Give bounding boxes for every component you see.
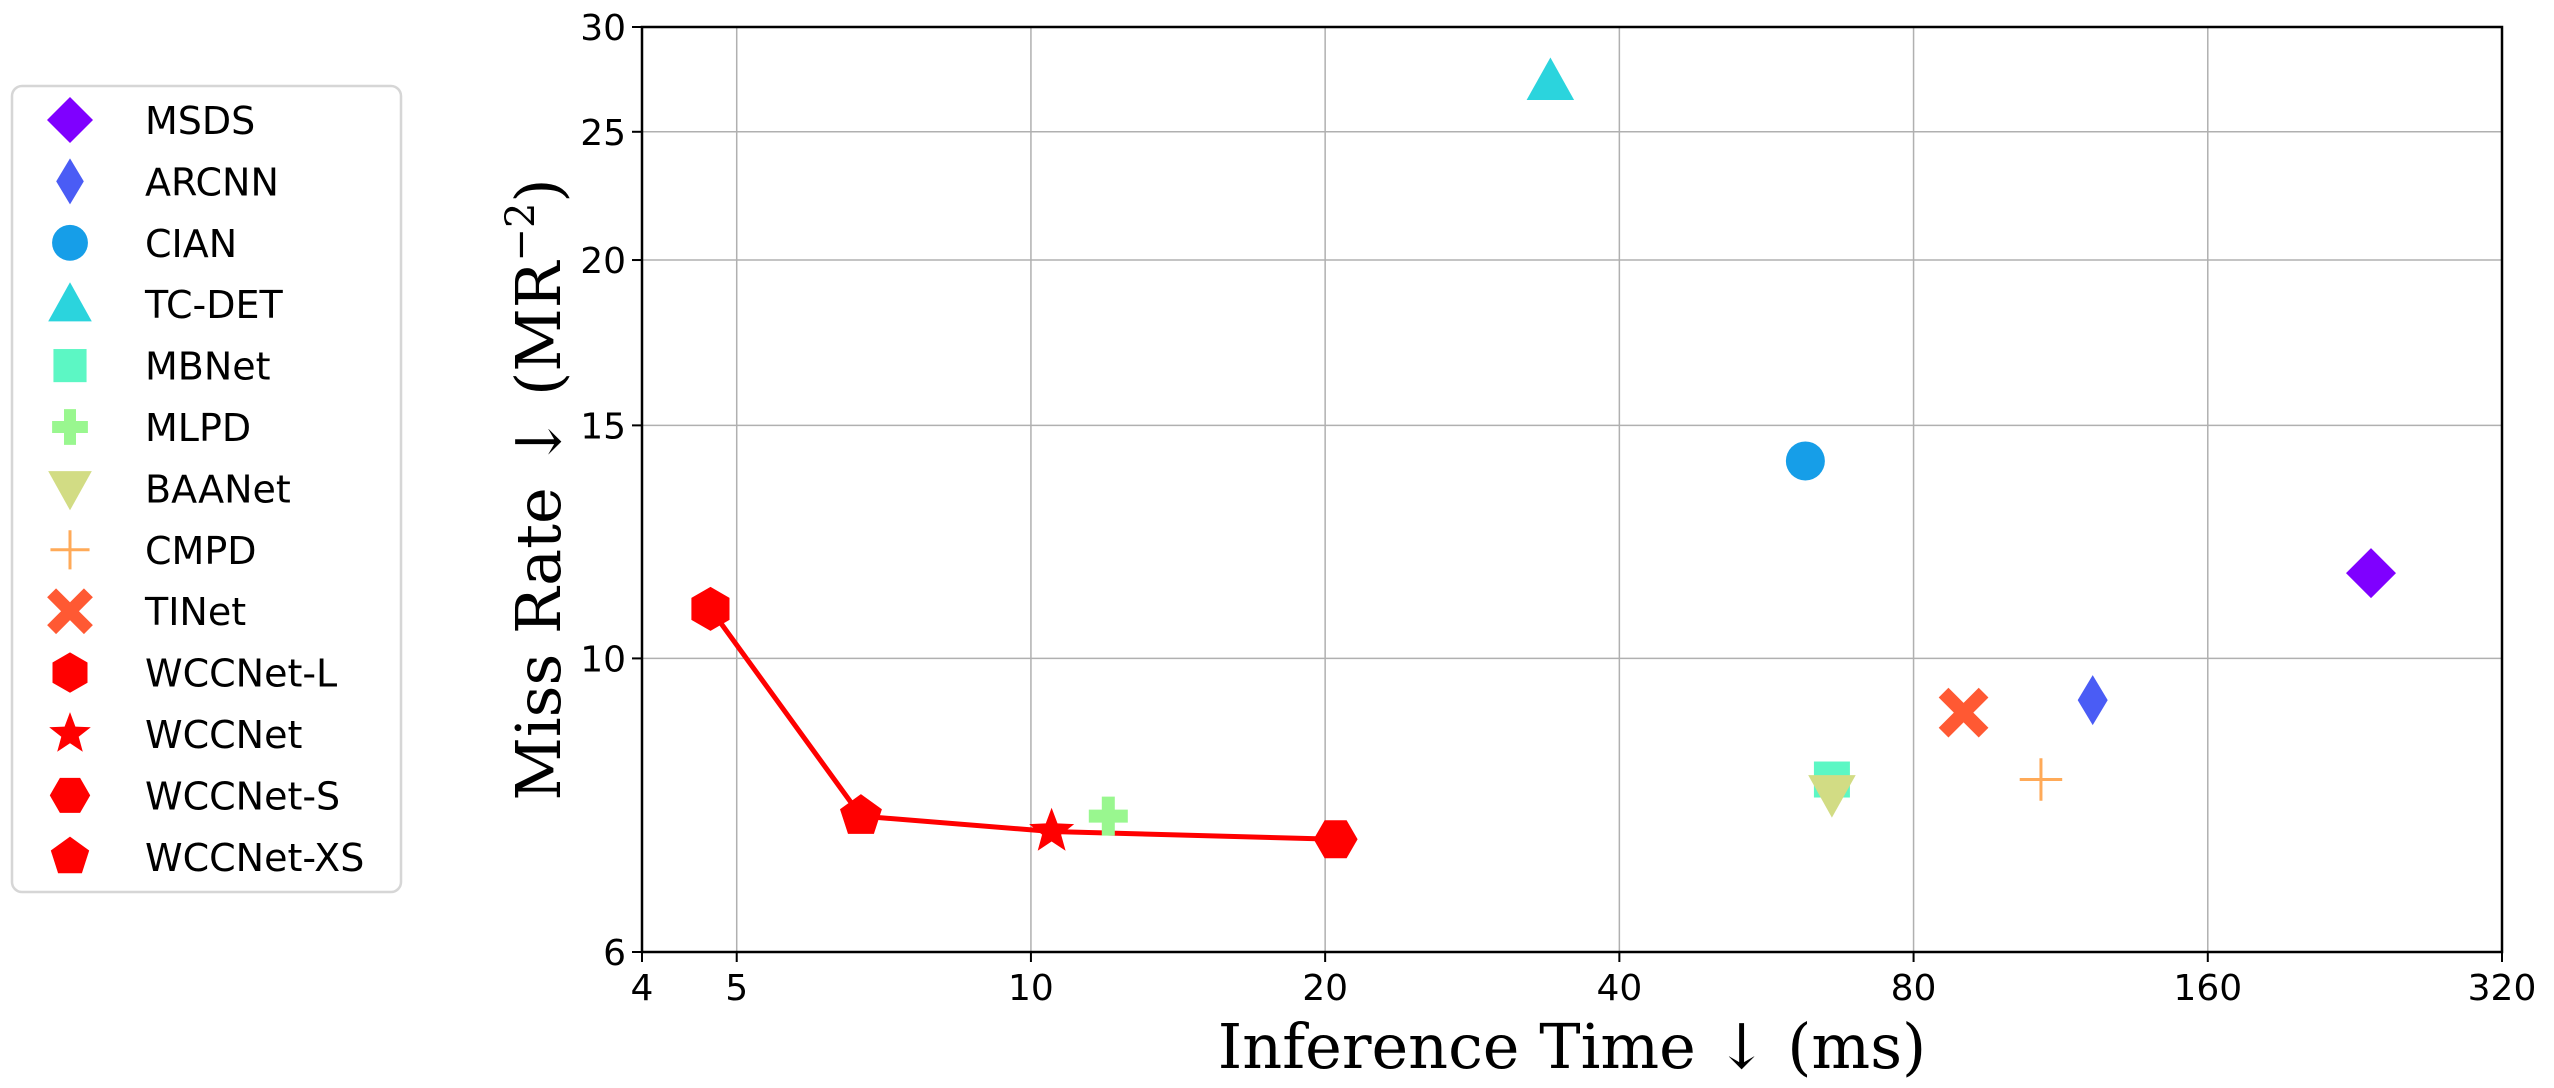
x-axis-title: Inference Time ↓ (ms)	[1218, 1010, 1926, 1083]
point-wccnet-xs	[840, 794, 882, 834]
legend-label-mlpd: MLPD	[145, 406, 251, 450]
legend-label-cmpd: CMPD	[145, 529, 257, 573]
legend-label-wccnet: WCCNet	[145, 713, 302, 757]
wccnet-trend-line-group	[708, 607, 1336, 842]
legend-label-wccnet-xs: WCCNet-XS	[145, 836, 364, 880]
x-tick-label: 320	[2468, 968, 2537, 1009]
point-mlpd	[1088, 796, 1128, 836]
legend-label-msds: MSDS	[145, 99, 255, 143]
legend-label-arcnn: ARCNN	[145, 160, 279, 204]
y-tick-label: 10	[580, 639, 626, 680]
x-tick-label: 160	[2173, 968, 2242, 1009]
legend-label-mbnet: MBNet	[145, 345, 271, 389]
legend-marker-wccnet-xs	[50, 836, 90, 874]
plot-frame	[640, 25, 2504, 954]
legend-marker-cian	[52, 224, 88, 261]
x-tick-label: 80	[1891, 968, 1937, 1009]
point-arcnn	[2077, 675, 2108, 726]
point-wccnet-s	[1313, 820, 1358, 859]
point-cmpd	[2019, 758, 2063, 801]
legend-marker-tc-det	[48, 282, 92, 322]
legend-marker-wccnet-l	[52, 652, 88, 693]
wccnet-trend-line	[708, 607, 1336, 842]
x-tick-label: 20	[1302, 968, 1348, 1009]
y-tick-label: 6	[603, 933, 626, 974]
y-axis-title-main: Miss Rate ↓ (MR	[502, 259, 575, 800]
x-tick-label: 10	[1008, 968, 1054, 1009]
x-tick-label: 5	[725, 968, 748, 1009]
y-tick-label: 25	[580, 113, 626, 154]
legend-marker-msds	[47, 97, 93, 143]
point-msds	[2346, 548, 2396, 599]
legend-label-wccnet-s: WCCNet-S	[145, 774, 340, 818]
legend-label-tc-det: TC-DET	[144, 283, 284, 327]
legend-marker-cmpd	[50, 530, 90, 570]
data-points	[691, 57, 2396, 859]
legend-label-cian: CIAN	[145, 222, 237, 266]
y-tick-label: 20	[580, 241, 626, 282]
legend-marker-mlpd	[52, 409, 88, 445]
legend-box	[10, 84, 403, 894]
point-baanet	[1808, 775, 1856, 818]
legend-label-wccnet-l: WCCNet-L	[145, 652, 337, 696]
point-tc-det	[1526, 57, 1575, 100]
legend-label-baanet: BAANet	[145, 467, 291, 511]
legend: MSDS ARCNN CIAN TC-DET MBNet MLPD BAANet CMPD TI…	[10, 84, 403, 894]
point-wccnet-l	[691, 586, 730, 631]
legend-marker-wccnet-s	[49, 777, 91, 813]
legend-marker-tinet	[47, 588, 93, 635]
point-cian	[1785, 441, 1825, 481]
y-tick-label: 30	[580, 8, 626, 49]
y-axis-title: Miss Rate ↓ (MR−2)	[498, 178, 575, 800]
axis-ticks: 4 5 10 20 40 80 160 320 6 10 15 20 25 30	[580, 8, 2536, 1009]
legend-marker-arcnn	[56, 158, 84, 205]
x-tick-label: 40	[1596, 968, 1642, 1009]
y-tick-label: 15	[580, 406, 626, 447]
legend-marker-baanet	[48, 471, 92, 511]
y-axis-title-close: )	[502, 178, 575, 202]
x-tick-label: 4	[631, 968, 654, 1009]
y-axis-title-superscript: −2	[498, 203, 544, 262]
point-wccnet	[1029, 807, 1075, 851]
grid-lines	[641, 26, 2503, 953]
legend-marker-mbnet	[53, 349, 87, 383]
point-tinet	[1938, 687, 1989, 738]
legend-label-tinet: TINet	[144, 590, 246, 634]
legend-marker-wccnet	[49, 712, 91, 752]
